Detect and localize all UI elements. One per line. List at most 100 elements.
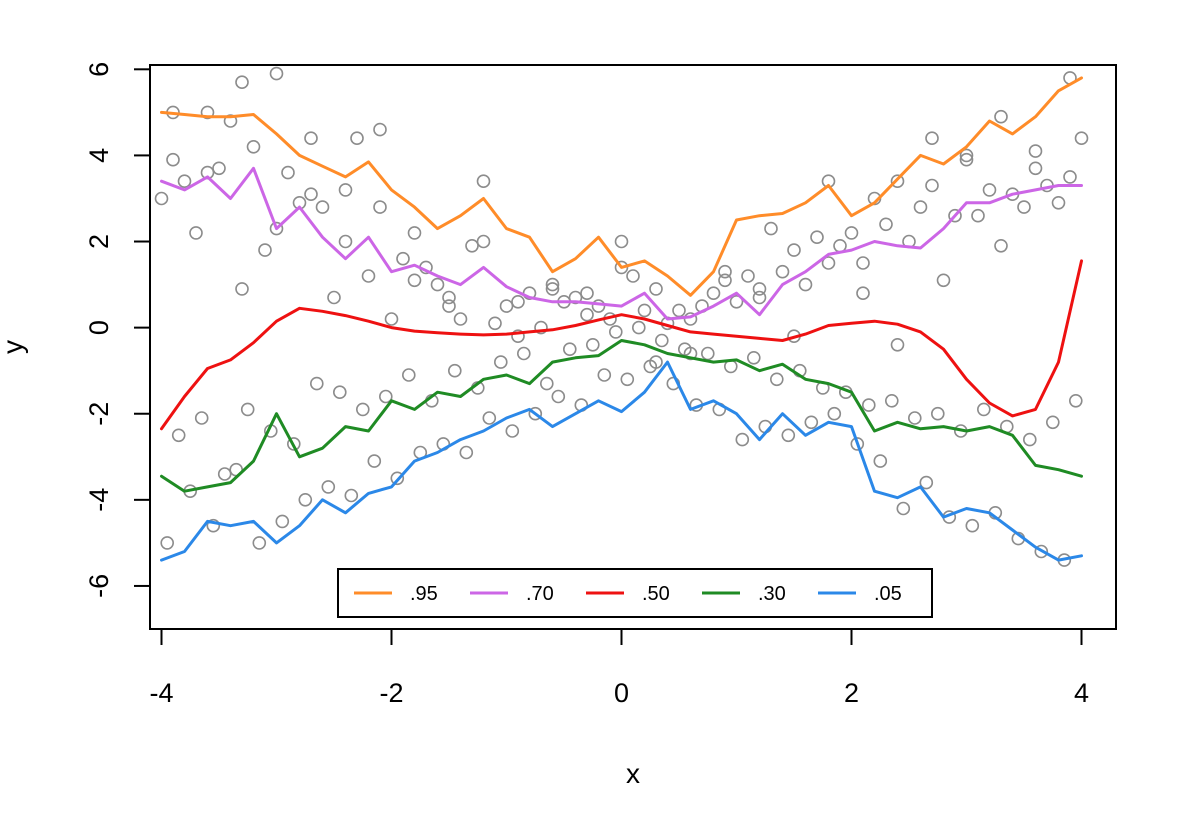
data-point (545, 277, 560, 292)
data-point (930, 406, 945, 421)
data-point (568, 290, 583, 305)
y-tick-label: 6 (84, 62, 114, 77)
data-point (298, 492, 313, 507)
data-point (718, 273, 732, 288)
data-point (649, 355, 663, 369)
data-point (396, 251, 410, 266)
data-point (614, 260, 629, 275)
data-point (488, 316, 502, 331)
y-tick-label: 2 (84, 234, 114, 249)
data-point (959, 152, 974, 167)
y-tick-label: -6 (84, 574, 114, 598)
series-line-q05 (160, 360, 1083, 562)
legend-label: .70 (526, 583, 554, 605)
data-point (154, 191, 169, 206)
data-point (332, 385, 347, 400)
data-point (631, 320, 646, 335)
data-point (430, 277, 445, 292)
data-point (649, 282, 663, 296)
data-point (672, 303, 686, 318)
data-point (355, 402, 370, 417)
data-point (965, 518, 980, 533)
legend: .95 .70 .50 .30 .05 (337, 568, 933, 618)
scatter-points (154, 66, 1089, 567)
data-point (206, 518, 221, 533)
data-point (752, 290, 767, 305)
data-point (580, 307, 594, 322)
data-point (620, 372, 635, 387)
y-tick-label: 4 (84, 148, 114, 163)
data-point (827, 406, 842, 421)
data-point (545, 282, 560, 296)
data-point (252, 536, 267, 550)
data-point (315, 200, 330, 214)
data-point (528, 406, 543, 421)
data-point (286, 437, 301, 451)
data-point (407, 273, 422, 288)
data-point (384, 312, 399, 326)
data-point (194, 411, 209, 425)
data-point (401, 368, 416, 382)
data-point (160, 536, 174, 550)
legend-label: .05 (874, 583, 902, 605)
data-point (246, 140, 261, 154)
x-tick-label: 2 (844, 678, 859, 708)
data-point (907, 411, 922, 425)
data-point (896, 501, 911, 516)
data-point (361, 269, 376, 283)
data-point (378, 389, 393, 404)
series-line-q70 (160, 166, 1083, 321)
data-point (407, 226, 422, 240)
data-point (304, 131, 318, 145)
data-point (511, 294, 525, 309)
data-point (453, 312, 468, 326)
data-point (240, 402, 255, 417)
x-axis-title: x (626, 758, 640, 789)
data-point (269, 221, 284, 236)
data-point (166, 152, 180, 167)
data-point (982, 183, 997, 197)
data-point (223, 114, 238, 128)
data-point (706, 286, 721, 301)
data-point (281, 165, 295, 180)
data-point (925, 131, 939, 145)
data-point (482, 411, 497, 425)
data-point (683, 346, 698, 361)
data-point (269, 66, 284, 81)
data-point (890, 174, 905, 188)
y-axis-title: y (0, 340, 28, 354)
data-point (994, 109, 1008, 124)
x-tick-label: 4 (1074, 678, 1089, 708)
data-point (1023, 432, 1037, 447)
data-point (741, 269, 755, 283)
data-point (367, 454, 382, 468)
x-axis: -4 -2 0 2 4 (149, 628, 1089, 708)
data-point (804, 415, 819, 430)
y-axis: -6 -4 -2 0 2 4 6 (84, 62, 151, 598)
data-point (873, 454, 888, 468)
x-tick-label: -4 (149, 678, 173, 708)
legend-label: .50 (642, 583, 670, 605)
data-point (994, 239, 1008, 253)
data-point (798, 277, 813, 292)
data-point (338, 183, 353, 197)
data-point (275, 514, 290, 529)
x-tick-label: -2 (379, 678, 403, 708)
data-point (442, 299, 456, 313)
data-point (746, 350, 761, 365)
data-point (700, 346, 715, 361)
data-point (476, 174, 491, 188)
data-point (971, 208, 985, 223)
data-point (321, 480, 336, 494)
data-point (948, 208, 962, 223)
data-point (539, 376, 554, 391)
data-point (1028, 144, 1043, 158)
data-point (562, 342, 577, 357)
data-point (1051, 196, 1066, 210)
y-tick-label: -4 (84, 488, 114, 512)
series-line-q95 (160, 76, 1083, 297)
data-point (459, 445, 474, 460)
data-point (787, 243, 801, 257)
data-point (465, 239, 479, 253)
